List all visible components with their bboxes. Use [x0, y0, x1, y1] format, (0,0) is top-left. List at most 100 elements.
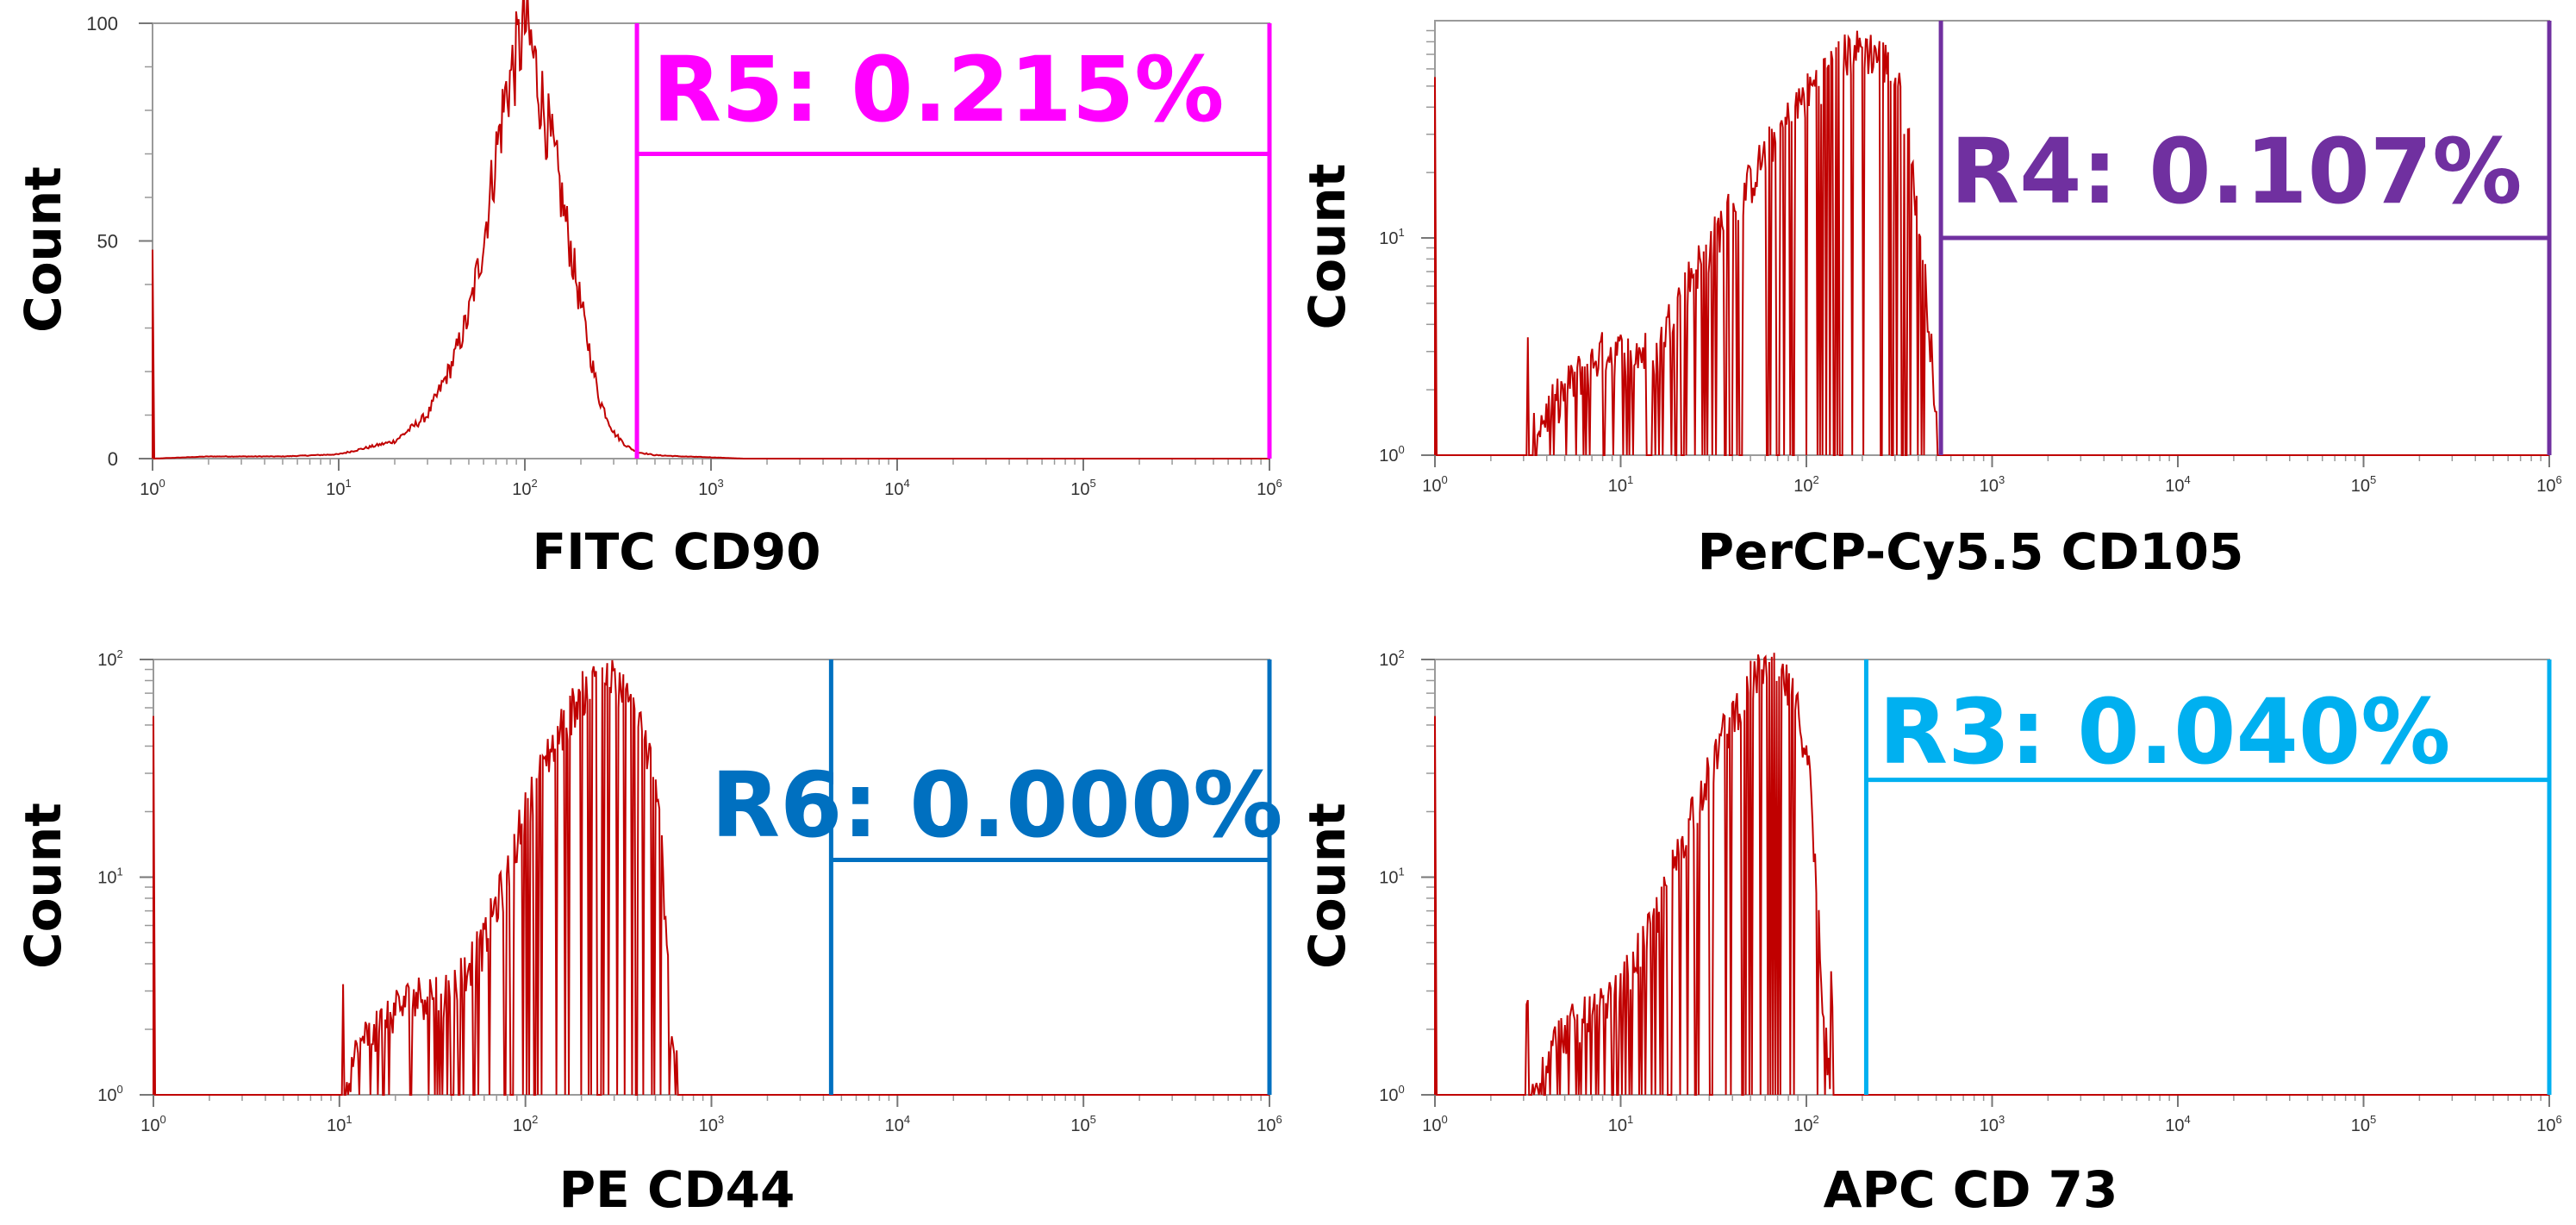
x-tick-label: 105: [2351, 473, 2376, 496]
x-tick-label: 103: [699, 1113, 724, 1135]
x-tick-base: 10: [2351, 1116, 2370, 1135]
x-tick-base: 10: [885, 1116, 904, 1135]
y-tick-exponent: 2: [117, 647, 123, 660]
x-tick-label: 105: [2351, 1113, 2376, 1135]
x-tick-label: 102: [1793, 1113, 1818, 1135]
y-tick-base: 10: [97, 869, 116, 888]
x-tick-base: 10: [140, 480, 159, 499]
x-tick-base: 10: [2165, 1116, 2184, 1135]
x-tick-exponent: 2: [532, 1113, 538, 1126]
y-axis-title: Count: [1298, 164, 1357, 330]
x-tick-base: 10: [140, 1116, 159, 1135]
x-tick-label: 104: [2165, 473, 2190, 496]
x-tick-label: 106: [2536, 473, 2561, 496]
y-tick-exponent: 1: [1399, 866, 1405, 878]
x-tick-label: 101: [327, 1113, 352, 1135]
x-tick-label: 101: [1608, 1113, 1633, 1135]
x-axis-title: PE CD44: [559, 1160, 795, 1219]
gate-label: R4: 0.107%: [1950, 119, 2522, 224]
y-tick-exponent: 0: [117, 1083, 123, 1096]
x-tick-label: 106: [1257, 1113, 1282, 1135]
x-tick-base: 10: [2351, 477, 2370, 496]
y-tick-exponent: 1: [117, 866, 123, 878]
y-tick-label: 100: [86, 13, 118, 34]
x-tick-exponent: 2: [1813, 1113, 1819, 1126]
x-tick-label: 105: [1070, 477, 1095, 499]
x-tick-label: 103: [698, 477, 723, 499]
y-tick-base: 10: [1379, 229, 1398, 248]
x-tick-base: 10: [1257, 480, 1276, 499]
x-tick-exponent: 1: [1627, 473, 1633, 486]
x-tick-exponent: 6: [2556, 1113, 2562, 1126]
x-tick-exponent: 0: [1442, 473, 1448, 486]
x-tick-exponent: 1: [346, 1113, 352, 1126]
x-tick-base: 10: [1980, 1116, 1999, 1135]
x-tick-exponent: 5: [2370, 473, 2376, 486]
x-tick-label: 102: [1793, 473, 1818, 496]
x-tick-label: 100: [140, 1113, 165, 1135]
x-tick-base: 10: [513, 1116, 532, 1135]
x-tick-label: 100: [1422, 473, 1447, 496]
x-tick-base: 10: [326, 480, 345, 499]
x-tick-exponent: 0: [159, 477, 165, 490]
x-tick-base: 10: [1257, 1116, 1276, 1135]
x-tick-exponent: 4: [2185, 473, 2191, 486]
y-tick-exponent: 0: [1399, 1083, 1405, 1096]
x-tick-exponent: 3: [718, 1113, 724, 1126]
x-axis-title: APC CD 73: [1824, 1160, 2118, 1219]
x-tick-label: 101: [1608, 473, 1633, 496]
x-tick-base: 10: [1793, 1116, 1812, 1135]
x-tick-base: 10: [1793, 477, 1812, 496]
x-tick-exponent: 5: [1090, 1113, 1096, 1126]
plot-frame: [153, 659, 1270, 1096]
x-tick-label: 106: [1257, 477, 1282, 499]
x-tick-base: 10: [699, 1116, 718, 1135]
x-tick-exponent: 3: [718, 477, 724, 490]
y-tick-label: 100: [97, 1083, 122, 1105]
gate-label: R5: 0.215%: [652, 37, 1224, 142]
x-tick-exponent: 2: [532, 477, 538, 490]
x-axis-title: FITC CD90: [533, 522, 821, 581]
x-tick-exponent: 1: [1627, 1113, 1633, 1126]
x-tick-base: 10: [2165, 477, 2184, 496]
x-tick-base: 10: [1070, 480, 1089, 499]
y-axis-title: Count: [14, 166, 72, 333]
y-tick-label: 50: [97, 231, 118, 253]
x-axis-title: PerCP-Cy5.5 CD105: [1698, 522, 2244, 581]
x-tick-label: 103: [1980, 473, 2005, 496]
y-axis-title: Count: [14, 803, 72, 969]
x-tick-label: 102: [513, 1113, 538, 1135]
x-tick-base: 10: [1070, 1116, 1089, 1135]
y-tick-base: 10: [97, 651, 116, 670]
x-tick-base: 10: [512, 480, 531, 499]
gate-label: R3: 0.040%: [1879, 679, 2450, 784]
x-tick-label: 104: [885, 1113, 910, 1135]
x-tick-base: 10: [1608, 1116, 1627, 1135]
x-tick-label: 103: [1980, 1113, 2005, 1135]
y-tick-base: 10: [1379, 651, 1398, 670]
x-tick-label: 104: [884, 477, 909, 499]
histogram-line: [1434, 653, 2549, 1096]
y-tick-label: 100: [1379, 443, 1404, 466]
x-tick-base: 10: [1980, 477, 1999, 496]
x-tick-label: 101: [326, 477, 351, 499]
x-tick-exponent: 4: [904, 1113, 910, 1126]
histogram-line: [1434, 30, 2549, 456]
x-tick-base: 10: [1422, 1116, 1441, 1135]
y-tick-exponent: 2: [1399, 647, 1405, 660]
y-tick-label: 102: [97, 647, 122, 670]
x-tick-exponent: 3: [1999, 473, 2005, 486]
x-tick-base: 10: [2536, 477, 2555, 496]
x-tick-label: 102: [512, 477, 537, 499]
x-tick-exponent: 4: [2185, 1113, 2191, 1126]
x-tick-base: 10: [884, 480, 903, 499]
x-tick-exponent: 6: [1276, 477, 1282, 490]
x-tick-label: 100: [1422, 1113, 1447, 1135]
x-tick-base: 10: [698, 480, 717, 499]
histogram-line: [153, 659, 1269, 1096]
